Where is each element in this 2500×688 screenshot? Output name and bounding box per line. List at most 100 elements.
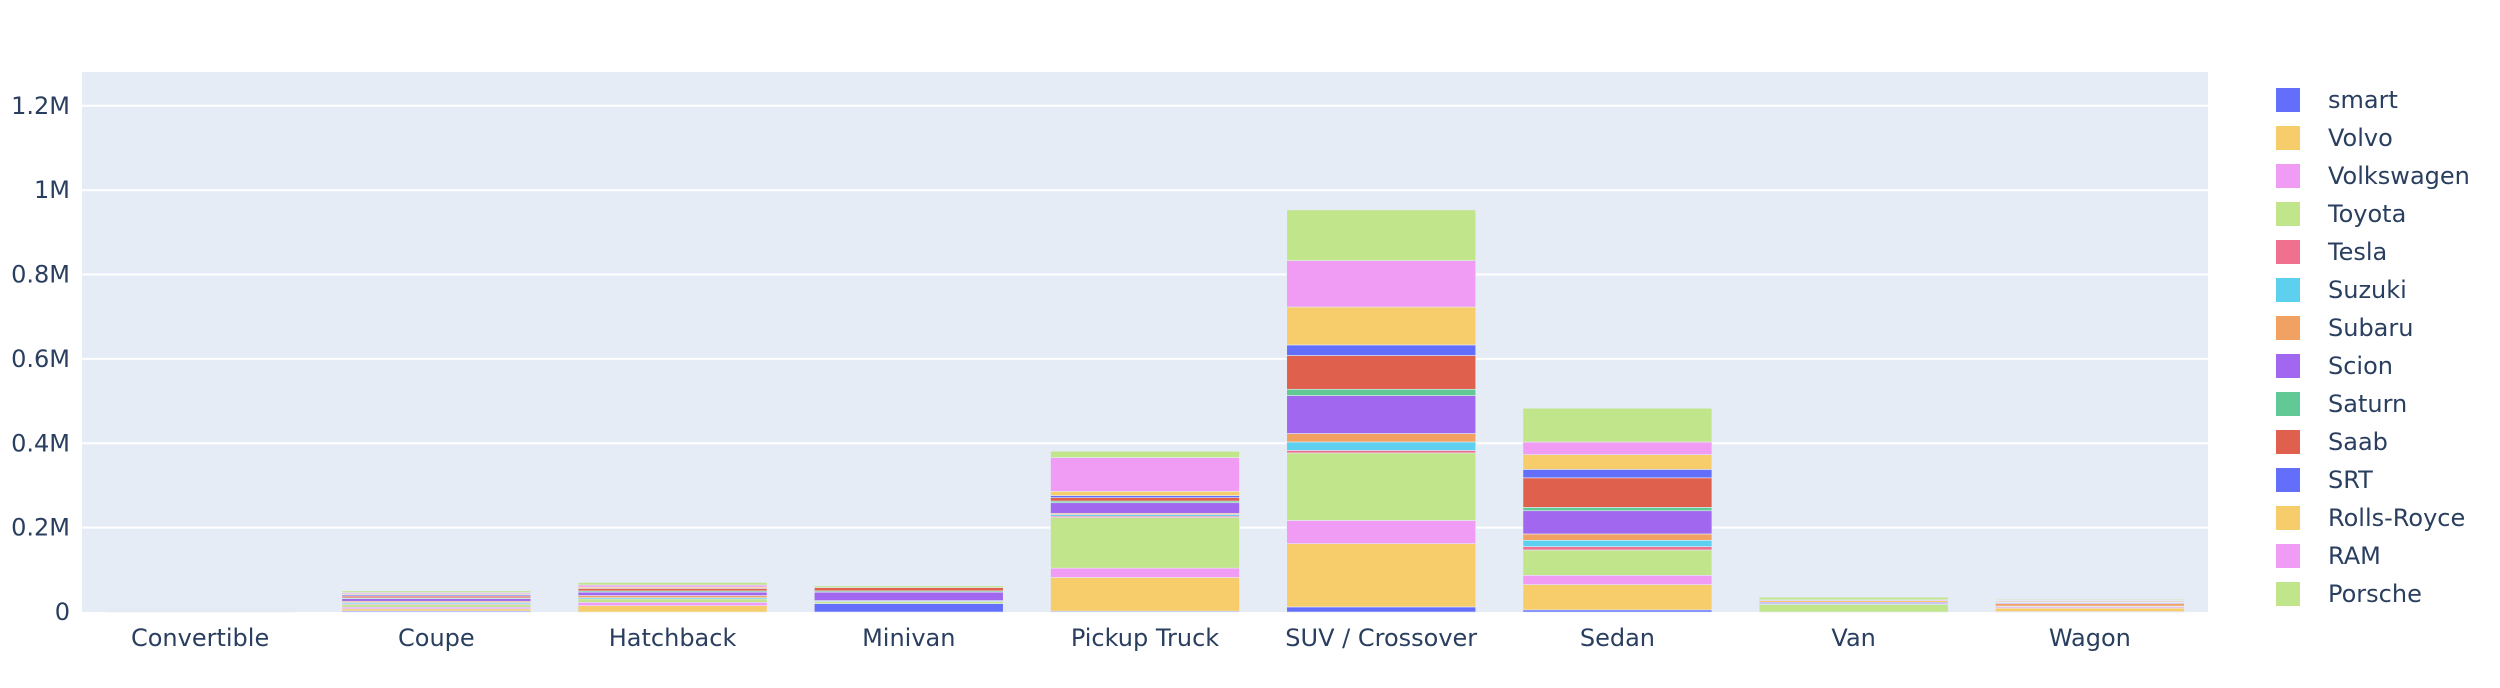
legend-swatch xyxy=(2276,88,2300,112)
bar-segment xyxy=(813,603,1004,613)
bar-segment xyxy=(1522,507,1713,512)
bar-segment xyxy=(1758,596,1949,601)
bar-segment xyxy=(813,587,1004,592)
x-tick-label: Coupe xyxy=(398,624,475,652)
bar-segment xyxy=(105,605,295,607)
bar-segment xyxy=(813,591,1004,601)
legend-item[interactable]: Suzuki xyxy=(2276,276,2407,304)
legend-item[interactable]: RAM xyxy=(2276,542,2381,570)
x-tick-label: Sedan xyxy=(1580,624,1655,652)
legend: smart Volvo Volkswagen Toyota Tesla Suzuki Sub… xyxy=(2276,86,2470,608)
legend-item[interactable]: Rolls-Royce xyxy=(2276,504,2465,532)
y-tick-label: 0.6M xyxy=(11,345,70,373)
bar-segment xyxy=(341,590,532,593)
legend-swatch xyxy=(2276,202,2300,226)
legend-swatch xyxy=(2276,126,2300,150)
bar-segment xyxy=(1995,603,2185,607)
legend-label: Saab xyxy=(2328,428,2388,456)
bar-segment xyxy=(813,601,1004,604)
bar-segment xyxy=(577,601,768,606)
bar-segment xyxy=(1050,517,1240,569)
legend-label: Suzuki xyxy=(2328,276,2407,304)
x-tick-label: Convertible xyxy=(131,624,269,652)
bar-segment xyxy=(1286,543,1477,608)
x-tick-label: Minivan xyxy=(862,624,955,652)
legend-item[interactable]: Porsche xyxy=(2276,580,2422,608)
x-tick-label: Hatchback xyxy=(609,624,737,652)
legend-label: smart xyxy=(2328,86,2398,114)
legend-item[interactable]: Tesla xyxy=(2276,238,2387,266)
bar-segment xyxy=(1286,433,1477,443)
bar-segment xyxy=(1522,510,1713,535)
x-tick-label: SUV / Crossover xyxy=(1285,624,1477,652)
bar-segment xyxy=(1050,457,1240,492)
bar-segment xyxy=(1050,567,1240,578)
bar-segment xyxy=(1522,574,1713,585)
bar-segment xyxy=(1286,355,1477,390)
x-axis-ticks: Convertible Coupe Hatchback Minivan Pickup T… xyxy=(131,624,2131,652)
legend-label: SRT xyxy=(2328,466,2373,494)
bar-segment xyxy=(577,605,768,613)
legend-swatch xyxy=(2276,316,2300,340)
bar-segment xyxy=(1286,344,1477,356)
legend-swatch xyxy=(2276,278,2300,302)
legend-label: Scion xyxy=(2328,352,2393,380)
bar-segment xyxy=(1522,609,1713,613)
legend-label: RAM xyxy=(2328,542,2381,570)
bar-segment xyxy=(1050,450,1240,458)
legend-label: Saturn xyxy=(2328,390,2407,418)
x-tick-label: Wagon xyxy=(2049,624,2131,652)
bar-segment xyxy=(577,588,768,592)
bar-segment xyxy=(1522,407,1713,443)
legend-item[interactable]: Toyota xyxy=(2276,200,2406,228)
bar-segment xyxy=(1758,604,1949,613)
legend-swatch xyxy=(2276,506,2300,530)
legend-item[interactable]: Volvo xyxy=(2276,124,2393,152)
bar-segment xyxy=(1995,607,2185,612)
y-tick-label: 0.2M xyxy=(11,514,70,542)
bar-segment xyxy=(341,608,532,612)
legend-item[interactable]: SRT xyxy=(2276,466,2373,494)
legend-item[interactable]: Subaru xyxy=(2276,314,2413,342)
bar-segment xyxy=(1522,584,1713,611)
legend-label: Volvo xyxy=(2328,124,2393,152)
bar-segment xyxy=(1050,577,1240,612)
bar-segment xyxy=(1522,549,1713,576)
bar-segment xyxy=(1522,539,1713,547)
legend-item[interactable]: Saturn xyxy=(2276,390,2407,418)
legend-item[interactable]: Saab xyxy=(2276,428,2388,456)
bar-segment xyxy=(1286,520,1477,544)
x-tick-label: Pickup Truck xyxy=(1071,624,1219,652)
legend-label: Porsche xyxy=(2328,580,2422,608)
bar-segment xyxy=(1522,469,1713,479)
legend-swatch xyxy=(2276,582,2300,606)
bar-segment xyxy=(1286,606,1477,613)
y-tick-label: 0.8M xyxy=(11,261,70,289)
bar-segment xyxy=(1522,533,1713,541)
bar-segment xyxy=(1286,260,1477,308)
bar-segment xyxy=(577,591,768,596)
bar-segment xyxy=(1286,388,1477,396)
bar-segment xyxy=(1522,477,1713,508)
legend-swatch xyxy=(2276,164,2300,188)
legend-item[interactable]: Volkswagen xyxy=(2276,162,2470,190)
legend-item[interactable]: smart xyxy=(2276,86,2398,114)
bar-segment xyxy=(1995,599,2185,601)
bars xyxy=(105,209,2185,613)
bar-segment xyxy=(577,582,768,586)
legend-label: Toyota xyxy=(2327,200,2406,228)
bar-segment xyxy=(1050,502,1240,514)
y-tick-label: 0 xyxy=(55,598,70,626)
y-tick-label: 1M xyxy=(34,176,70,204)
y-tick-label: 0.4M xyxy=(11,429,70,457)
legend-item[interactable]: Scion xyxy=(2276,352,2393,380)
legend-label: Subaru xyxy=(2328,314,2413,342)
bar-segment xyxy=(577,598,768,603)
bar-segment xyxy=(341,604,532,608)
bar-segment xyxy=(577,584,768,588)
legend-swatch xyxy=(2276,240,2300,264)
bar-segment xyxy=(1522,546,1713,551)
legend-swatch xyxy=(2276,468,2300,492)
